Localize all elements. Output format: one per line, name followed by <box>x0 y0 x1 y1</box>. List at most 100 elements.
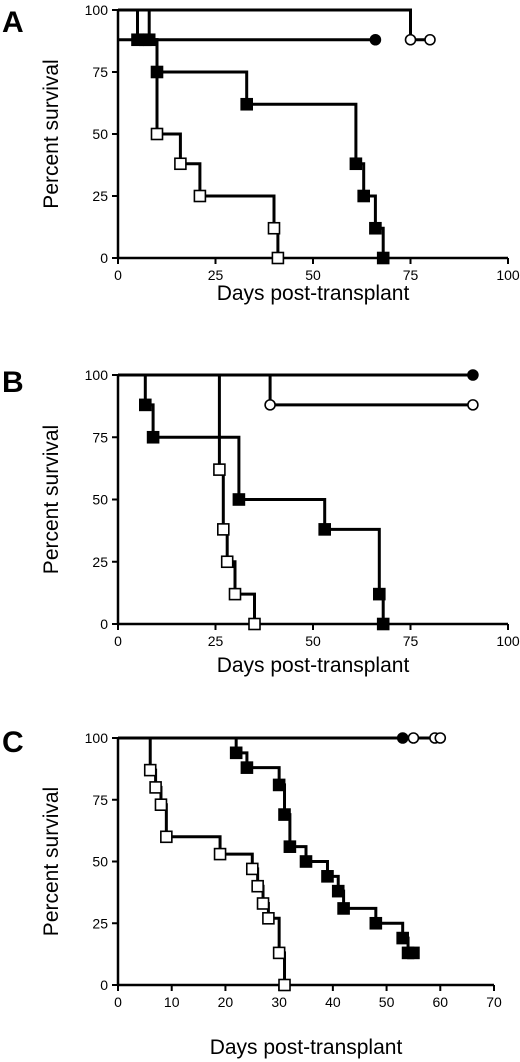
open-square-marker <box>149 781 162 794</box>
open-square-marker <box>272 946 286 960</box>
open-square-marker <box>271 251 285 265</box>
y-axis-title: Percent survival <box>40 59 63 208</box>
filled-square-marker <box>299 855 313 868</box>
x-tick-label: 10 <box>164 994 180 1010</box>
open-square-marker <box>256 897 270 910</box>
open-square-marker <box>228 587 242 601</box>
filled-square-marker <box>349 157 363 171</box>
chart-panel-c: C 0 10 20 30 40 50 60 70 0 25 50 75 100 Days post-tran… <box>2 726 502 1059</box>
x-tick-label: 25 <box>208 267 224 283</box>
filled-square-marker <box>357 189 371 203</box>
open-square-marker <box>213 847 227 861</box>
y-tick-label: 0 <box>100 616 108 632</box>
x-tick-label: 0 <box>114 267 122 283</box>
x-tick-label: 75 <box>403 633 419 649</box>
x-tick-label: 60 <box>432 994 448 1010</box>
filled-square-marker <box>139 398 152 412</box>
filled-square-marker <box>150 65 164 79</box>
y-tick-label: 0 <box>100 977 108 993</box>
filled-square-marker <box>146 430 160 444</box>
y-axis-title: Percent survival <box>40 425 63 574</box>
open-square-marker <box>220 555 234 569</box>
series-filled-circle <box>118 369 479 381</box>
x-axis-title: Days post-transplant <box>217 282 410 305</box>
x-tick-label: 100 <box>496 267 520 283</box>
series-filled-square <box>118 373 390 631</box>
filled-square-marker <box>240 97 253 111</box>
filled-square-marker <box>283 840 297 853</box>
y-tick-label: 25 <box>92 915 108 931</box>
x-tick-label: 70 <box>486 994 502 1010</box>
x-tick-label: 40 <box>325 994 341 1010</box>
open-square-marker <box>193 189 207 203</box>
open-square-marker <box>217 523 230 536</box>
survival-curve-line <box>118 373 473 407</box>
survival-curve-line <box>118 373 385 624</box>
series-open-circle <box>118 8 436 46</box>
open-circle-marker <box>407 732 420 744</box>
series-filled-circle <box>118 33 382 46</box>
series-open-square <box>118 736 291 992</box>
x-tick-label: 20 <box>218 994 234 1010</box>
x-tick-label: 100 <box>496 633 520 649</box>
x-tick-label: 50 <box>379 994 395 1010</box>
series-filled-circle <box>118 732 409 744</box>
survival-curve-line <box>118 8 280 258</box>
panel-letter: C <box>2 726 24 759</box>
open-square-marker <box>248 617 261 631</box>
open-square-marker <box>150 127 164 141</box>
filled-circle-marker <box>396 732 409 744</box>
open-square-marker <box>251 879 264 893</box>
filled-square-marker <box>240 761 254 774</box>
y-tick-label: 0 <box>100 250 108 266</box>
series-open-square <box>118 8 285 265</box>
x-tick-label: 75 <box>403 267 419 283</box>
y-tick-label: 75 <box>92 792 108 808</box>
x-tick-label: 50 <box>305 267 321 283</box>
open-square-marker <box>154 798 168 811</box>
panel-letter: A <box>2 6 24 39</box>
y-tick-label: 100 <box>85 2 109 18</box>
filled-square-marker <box>278 808 291 821</box>
survival-curve-line <box>118 8 430 42</box>
filled-square-marker <box>321 870 334 883</box>
y-tick-label: 50 <box>92 492 108 508</box>
chart-panel-b: B 0 25 50 75 100 0 25 50 75 100 Days post-transplan… <box>2 366 520 677</box>
survival-curve-line <box>118 736 287 985</box>
filled-square-marker <box>229 746 243 760</box>
filled-square-marker <box>376 617 390 631</box>
y-tick-label: 50 <box>92 854 108 870</box>
open-square-marker <box>262 912 275 925</box>
open-square-marker <box>143 763 157 777</box>
filled-square-marker <box>376 251 390 265</box>
y-tick-label: 100 <box>85 730 109 746</box>
chart-panel-a: A 0 25 50 75 100 0 25 50 75 100 Days post-transplan… <box>2 2 520 305</box>
filled-circle-marker <box>369 33 382 46</box>
filled-square-marker <box>369 221 382 235</box>
filled-square-marker <box>331 884 345 898</box>
filled-square-marker <box>232 493 246 506</box>
y-tick-label: 50 <box>92 126 108 142</box>
filled-square-marker <box>369 916 383 930</box>
open-square-marker <box>245 862 259 876</box>
x-axis-title: Days post-transplant <box>210 1036 403 1059</box>
open-circle-marker <box>467 399 479 411</box>
filled-circle-marker <box>467 369 479 381</box>
y-tick-label: 100 <box>85 367 109 383</box>
series-open-circle <box>118 373 479 411</box>
open-square-marker <box>213 463 226 476</box>
x-tick-label: 30 <box>271 994 287 1010</box>
open-square-marker <box>278 978 291 992</box>
panel-letter: B <box>2 366 24 399</box>
y-tick-label: 75 <box>92 429 108 445</box>
y-tick-label: 25 <box>92 554 108 570</box>
filled-square-marker <box>407 946 420 960</box>
open-square-marker <box>160 830 173 844</box>
open-circle-marker <box>434 732 447 744</box>
filled-square-marker <box>272 778 286 792</box>
open-circle-marker <box>424 33 436 46</box>
y-tick-label: 25 <box>92 188 108 204</box>
x-tick-label: 25 <box>208 633 224 649</box>
open-circle-marker <box>404 33 417 46</box>
